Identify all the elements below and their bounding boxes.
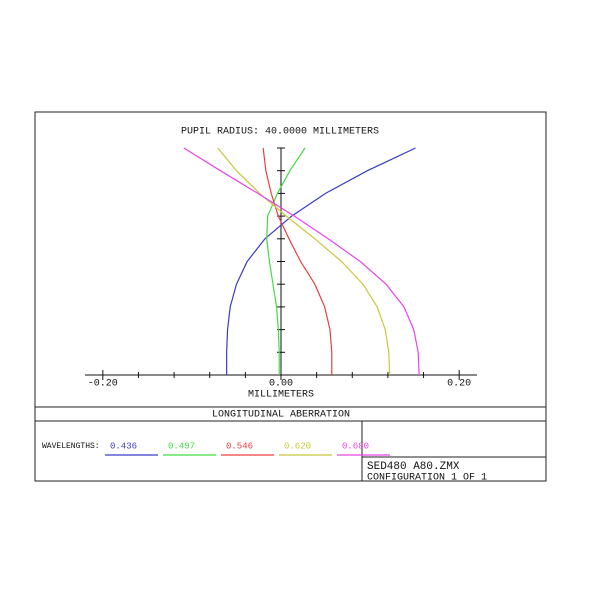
aberration-curve [183, 147, 420, 376]
legend-label: 0.546 [226, 441, 253, 451]
x-tick-label: 0.20 [447, 379, 471, 390]
legend-label: 0.497 [168, 441, 195, 451]
aberration-curve [226, 147, 416, 375]
x-tick-label: 0.00 [269, 379, 293, 390]
aberration-curve [266, 147, 306, 375]
aberration-curve [217, 147, 391, 376]
configuration: CONFIGURATION 1 OF 1 [367, 473, 487, 484]
file-name: SED480 A80.ZMX [367, 461, 460, 473]
aberration-curve [262, 147, 333, 375]
x-axis-label: MILLIMETERS [248, 390, 314, 401]
chart-title: PUPIL RADIUS: 40.0000 MILLIMETERS [181, 127, 379, 138]
legend-label: 0.620 [284, 441, 311, 451]
legend-title: WAVELENGTHS: [42, 442, 100, 451]
outer-border [34, 111, 547, 482]
x-tick-label: -0.20 [88, 379, 118, 390]
legend-label: 0.680 [342, 441, 369, 451]
frame [34, 111, 547, 482]
plot-name: LONGITUDINAL ABERRATION [212, 410, 350, 421]
legend-label: 0.436 [110, 441, 137, 451]
